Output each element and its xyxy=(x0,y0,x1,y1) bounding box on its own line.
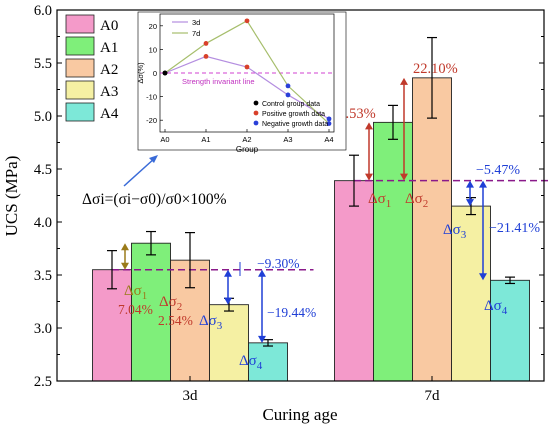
inset-background xyxy=(137,11,347,151)
x-tick-label: 7d xyxy=(425,388,441,404)
formula-pointer xyxy=(123,157,156,187)
bar-A0-7d xyxy=(334,180,374,382)
formula-annotation: Δσi=(σi−σ0)/σ0×100% xyxy=(82,191,227,208)
legend-label-A0: A0 xyxy=(100,18,118,34)
delta-arrow-3d-1-head xyxy=(121,262,129,270)
inset-y-tick-label: -20 xyxy=(146,116,157,125)
inset-marker-legend-dot xyxy=(253,120,259,126)
percent-3d-3: −9.30% xyxy=(257,256,299,271)
legend-label-A2: A2 xyxy=(100,62,118,78)
delta-label-7d-1: Δσ1 xyxy=(368,191,391,210)
x-axis-title: Curing age xyxy=(262,405,337,424)
delta-arrow-7d-3-head xyxy=(466,180,474,188)
delta-arrow-3d-3-head xyxy=(224,297,232,305)
inset-chart: 20 10 0 -10 -20 A0 A1 A2 A3 A4 Group Δσ(%) Strength … xyxy=(136,11,347,154)
legend-label-A4: A4 xyxy=(100,106,119,122)
delta-arrow-7d-1-head xyxy=(365,173,373,181)
inset-marker-legend-dot xyxy=(253,100,259,106)
inset-point-7d xyxy=(285,83,291,89)
y-axis-title: UCS (MPa) xyxy=(2,156,21,237)
inset-point-3d xyxy=(244,64,250,70)
y-tick-label: 4.0 xyxy=(34,215,52,231)
bar-A4-7d xyxy=(490,279,530,382)
delta-arrow-7d-2-head xyxy=(400,173,408,181)
legend: A0 A1 A2 A3 A4 xyxy=(65,14,119,122)
y-tick-label: 5.0 xyxy=(34,109,52,125)
inset-x-tick-label: A0 xyxy=(160,135,169,144)
delta-arrow-7d-1-head xyxy=(365,122,373,130)
y-tick-label: 6.0 xyxy=(34,3,52,19)
delta-arrow-7d-2-head xyxy=(400,77,408,85)
legend-swatch-A4 xyxy=(65,102,95,122)
percent-7d-4: −21.41% xyxy=(489,221,540,236)
inset-y-title: Δσ(%) xyxy=(136,62,145,84)
x-tick-label: 3d xyxy=(183,388,199,404)
inset-point-3d xyxy=(285,92,291,98)
inset-point-7d xyxy=(326,121,332,126)
inset-point-7d xyxy=(203,41,209,46)
inset-x-tick-label: A4 xyxy=(324,135,333,144)
inset-marker-legend-label: Negative growth data xyxy=(262,121,328,128)
legend-swatch-A3 xyxy=(65,80,95,100)
inset-y-tick-label: 0 xyxy=(153,69,157,78)
delta-label-3d-3: Δσ3 xyxy=(199,313,223,332)
percent-7d-2: 22.10% xyxy=(413,61,458,77)
inset-marker-legend-label: Positive growth data xyxy=(262,111,325,118)
inset-y-tick-label: -10 xyxy=(146,93,157,102)
y-tick-label: 2.5 xyxy=(34,374,52,390)
legend-label-A1: A1 xyxy=(100,40,118,56)
delta-arrow-3d-4-head xyxy=(258,335,266,343)
inset-point-7d xyxy=(244,18,250,24)
inset-point-3d xyxy=(203,53,209,59)
y-tick-label: 3.5 xyxy=(34,268,52,284)
delta-label-7d-3: Δσ3 xyxy=(443,222,467,241)
delta-label-3d-1: Δσ1 xyxy=(124,283,147,302)
delta-arrow-3d-1-head xyxy=(121,243,129,251)
delta-arrow-3d-3-head xyxy=(224,269,232,277)
bar-A1-7d xyxy=(373,121,413,382)
inset-y-tick-label: 10 xyxy=(149,45,157,54)
reference-lines-layer xyxy=(112,179,550,271)
inset-y-tick-label: 20 xyxy=(149,22,157,31)
inset-zero-label: Strength invariant line xyxy=(182,77,255,86)
percent-3d-2: 2.54% xyxy=(158,313,193,328)
inset-point-7d xyxy=(162,70,168,76)
y-tick-label: 5.5 xyxy=(34,56,52,72)
delta-label-3d-2: Δσ2 xyxy=(159,294,182,313)
delta-label-7d-2: Δσ2 xyxy=(405,191,428,210)
inset-x-title: Group xyxy=(236,145,259,154)
percent-3d-1: 7.04% xyxy=(118,302,153,317)
y-tick-label: 3.0 xyxy=(34,321,52,337)
legend-swatch-A0 xyxy=(65,14,95,34)
delta-arrow-7d-4-head xyxy=(479,180,487,188)
inset-legend-label-7d: 7d xyxy=(192,29,200,38)
percent-3d-4: −19.44% xyxy=(267,305,316,320)
inset-x-tick-label: A2 xyxy=(242,135,251,144)
percent-7d-3: −5.47% xyxy=(476,163,520,178)
formula-pointer-head xyxy=(149,155,158,163)
y-tick-label: 4.5 xyxy=(34,162,52,178)
delta-label-7d-4: Δσ4 xyxy=(484,298,508,317)
delta-arrow-7d-4-head xyxy=(479,273,487,281)
axes-layer: 2.5 3.0 3.5 4.0 4.5 5.0 5.5 6.0 3d 7d xyxy=(34,3,544,404)
inset-marker-legend-dot xyxy=(253,110,259,116)
delta-arrow-7d-3-head xyxy=(466,199,474,207)
legend-swatch-A2 xyxy=(65,58,95,78)
bar-A3-7d xyxy=(451,205,491,382)
inset-marker-legend-label: Control group data xyxy=(262,101,320,108)
legend-swatch-A1 xyxy=(65,36,95,56)
inset-x-tick-label: A1 xyxy=(201,135,210,144)
legend-label-A3: A3 xyxy=(100,84,118,100)
delta-arrow-3d-4-head xyxy=(258,269,266,277)
inset-x-tick-label: A3 xyxy=(283,135,292,144)
bars-layer xyxy=(92,77,530,382)
inset-legend-label-3d: 3d xyxy=(192,18,200,27)
delta-label-3d-4: Δσ4 xyxy=(239,353,263,372)
inset-point-3d xyxy=(326,116,332,122)
bar-A2-7d xyxy=(412,77,452,382)
